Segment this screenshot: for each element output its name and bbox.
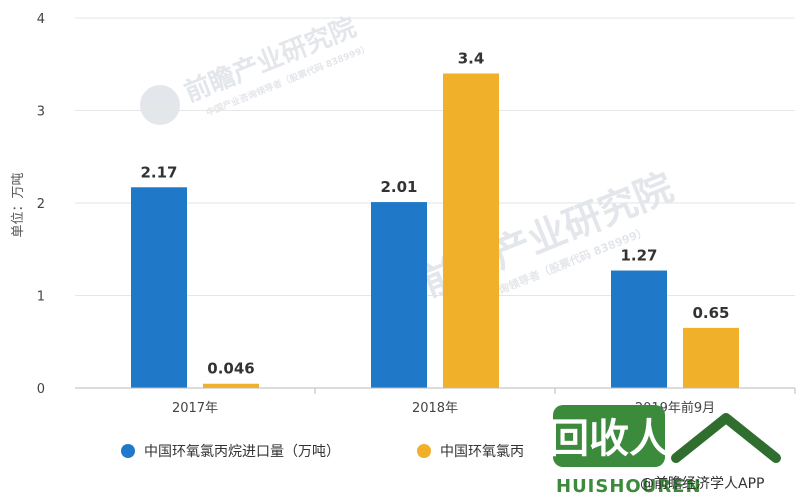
legend-marker bbox=[417, 444, 431, 458]
data-label: 3.4 bbox=[458, 50, 485, 68]
person-icon bbox=[671, 413, 781, 463]
y-tick-label: 3 bbox=[37, 105, 45, 120]
bar-series-1 bbox=[131, 187, 187, 388]
x-tick-label: 2018年 bbox=[412, 401, 458, 416]
recycle-logo-box bbox=[553, 405, 665, 467]
y-axis-ticks: 0 1 2 3 4 bbox=[37, 12, 45, 397]
data-label: 0.046 bbox=[207, 360, 254, 378]
y-tick-label: 2 bbox=[37, 197, 45, 212]
y-tick-label: 0 bbox=[37, 382, 45, 397]
data-label: 2.17 bbox=[140, 163, 177, 181]
watermark-logo-icon bbox=[140, 85, 180, 125]
x-axis-ticks: 2017年 2018年 2019年前9月 bbox=[172, 388, 796, 416]
data-label: 0.65 bbox=[692, 304, 729, 322]
legend-label: 中国环氧氯丙 bbox=[440, 444, 524, 460]
y-tick-label: 1 bbox=[37, 290, 45, 305]
bar-series-2 bbox=[203, 383, 259, 388]
bar-series-1 bbox=[611, 270, 667, 388]
legend-marker bbox=[121, 444, 135, 458]
x-tick-label: 2017年 bbox=[172, 401, 218, 416]
y-tick-label: 4 bbox=[37, 12, 45, 27]
data-label: 1.27 bbox=[620, 247, 657, 265]
brand-credit: @前瞻经济学人APP bbox=[640, 475, 764, 492]
legend-label: 中国环氧氯丙烷进口量（万吨） bbox=[144, 444, 340, 460]
y-axis-label: 单位：万吨 bbox=[11, 172, 26, 237]
legend: 中国环氧氯丙烷进口量（万吨） 中国环氧氯丙 bbox=[121, 444, 524, 460]
bar-series-1 bbox=[371, 202, 427, 388]
bars: 2.17 0.046 2.01 3.4 1.27 0.65 bbox=[131, 50, 739, 388]
gridlines bbox=[75, 17, 795, 296]
bar-series-2 bbox=[443, 73, 499, 388]
brand-logo: 回收人 HUISHOUREN @前瞻经济学人APP bbox=[549, 405, 781, 497]
bar-series-2 bbox=[683, 327, 739, 388]
brand-url-text: HUISHOUREN bbox=[556, 476, 702, 497]
brand-logo-text: 回收人 bbox=[549, 416, 669, 462]
data-label: 2.01 bbox=[380, 178, 417, 196]
